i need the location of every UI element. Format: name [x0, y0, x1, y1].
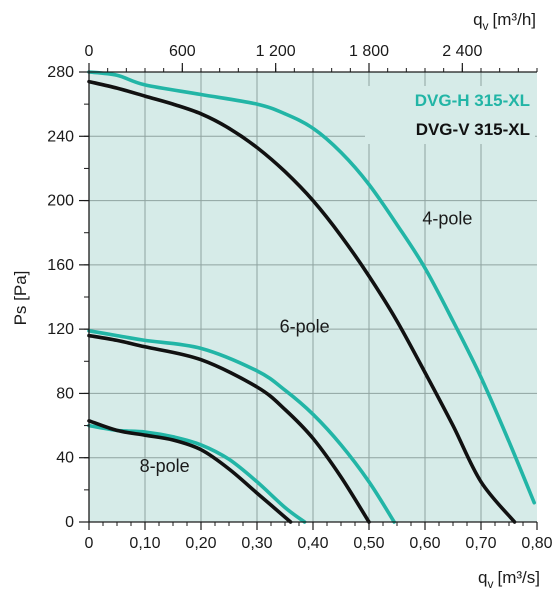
top-tick-label: 2 400	[442, 43, 482, 60]
8-pole-label: 8-pole	[140, 456, 190, 476]
x-tick-label: 0,50	[353, 535, 384, 552]
top-tick-label: 1 200	[256, 43, 296, 60]
y-tick-label: 0	[65, 514, 74, 531]
4-pole-dvg-v-curve	[87, 79, 517, 524]
y-tick-label: 280	[47, 64, 74, 81]
y-tick-label: 240	[47, 128, 74, 145]
x-tick-label: 0,30	[241, 535, 272, 552]
legend-background	[365, 86, 535, 144]
x-tick-label: 0,60	[409, 535, 440, 552]
y-tick-label: 80	[56, 385, 74, 402]
legend-item-dvg-v: DVG-V 315-XL	[416, 120, 530, 139]
y-axis-label: Ps [Pa]	[11, 271, 30, 326]
curves	[87, 70, 536, 524]
6-pole-dvg-h-curve	[87, 329, 396, 524]
x-tick-label: 0,70	[465, 535, 496, 552]
top-tick-label: 600	[169, 43, 196, 60]
axes	[79, 63, 538, 530]
top-tick-label: 0	[85, 43, 94, 60]
top-axis-label: qv [m³/h]	[473, 10, 536, 33]
pole-annotations: 4-pole 6-pole 8-pole	[140, 209, 473, 476]
y-tick-label: 40	[56, 450, 74, 467]
y-tick-label: 200	[47, 193, 74, 210]
x-tick-label: 0,20	[185, 535, 216, 552]
tick-labels: 0 0,10 0,20 0,30 0,40 0,50 0,60 0,70 0,80 0 40 80 12…	[47, 43, 552, 552]
y-tick-label: 120	[47, 321, 74, 338]
x-tick-label: 0,10	[129, 535, 160, 552]
6-pole-label: 6-pole	[280, 316, 330, 336]
top-tick-label: 1 800	[349, 43, 389, 60]
x-tick-label: 0	[85, 535, 94, 552]
8-pole-dvg-v-curve	[87, 419, 293, 524]
legend-item-dvg-h: DVG-H 315-XL	[415, 91, 530, 110]
bottom-axis-label: qv [m³/s]	[478, 568, 540, 591]
y-tick-label: 160	[47, 257, 74, 274]
6-pole-dvg-v-curve	[87, 333, 371, 524]
x-tick-label: 0,40	[297, 535, 328, 552]
4-pole-label: 4-pole	[422, 209, 472, 229]
x-tick-label: 0,80	[521, 535, 552, 552]
4-pole-dvg-h-curve	[87, 70, 536, 505]
